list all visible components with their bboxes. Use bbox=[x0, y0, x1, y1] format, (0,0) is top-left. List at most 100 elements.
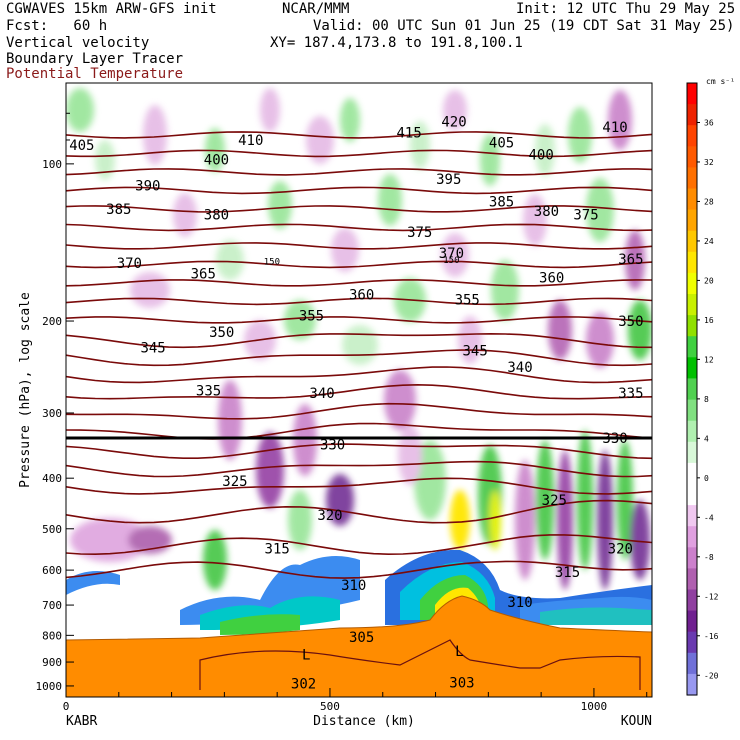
theta-contour-label: 390 bbox=[135, 178, 160, 194]
theta-contour-label: 302 bbox=[291, 677, 316, 693]
theta-contour-label: 360 bbox=[539, 270, 564, 286]
theta-contour-label: 305 bbox=[349, 630, 374, 646]
theta-contour bbox=[66, 349, 652, 367]
theta-contour bbox=[66, 260, 652, 269]
theta-contour-label: 385 bbox=[106, 202, 131, 218]
colorbar-swatch bbox=[687, 589, 697, 612]
theta-contour bbox=[66, 168, 652, 176]
colorbar-swatch bbox=[687, 441, 697, 464]
theta-contour-label: 350 bbox=[618, 314, 643, 330]
theta-contour bbox=[66, 443, 652, 460]
low-center-label: L bbox=[302, 647, 310, 663]
tropopause-label: 150 bbox=[443, 256, 459, 266]
theta-contour-label: 400 bbox=[204, 152, 229, 168]
theta-contour-label: 325 bbox=[222, 474, 247, 490]
x-axis: 0 500 1000 bbox=[63, 688, 648, 713]
theta-contour bbox=[66, 332, 652, 349]
colorbar-swatch bbox=[687, 104, 697, 126]
colorbar-tick-label: -20 bbox=[704, 671, 719, 680]
colorbar-tick-label: 8 bbox=[704, 395, 709, 404]
theta-contour bbox=[66, 477, 652, 495]
theta-contour-label: 340 bbox=[309, 386, 334, 402]
theta-contour bbox=[66, 499, 652, 524]
colorbar-swatch bbox=[687, 357, 697, 379]
theta-contour bbox=[66, 534, 652, 556]
colorbar-swatch bbox=[687, 378, 697, 401]
colorbar-swatch bbox=[687, 526, 697, 548]
theta-contour-label: 345 bbox=[462, 344, 487, 360]
field-potential-temperature: Potential Temperature bbox=[6, 66, 184, 82]
theta-contour-label: 400 bbox=[528, 148, 553, 164]
theta-contour-label: 335 bbox=[618, 386, 643, 402]
y-tick-label: 700 bbox=[42, 599, 62, 612]
theta-contour bbox=[66, 223, 652, 232]
theta-contour-label: 330 bbox=[320, 438, 345, 454]
theta-contour-label: 365 bbox=[618, 252, 643, 268]
colorbar-swatch bbox=[687, 462, 697, 485]
y-tick-label: 900 bbox=[42, 656, 62, 669]
colorbar-swatch bbox=[687, 652, 697, 675]
theta-contour-label: 325 bbox=[542, 493, 567, 509]
theta-contour-label: 310 bbox=[507, 595, 532, 611]
theta-contour bbox=[66, 316, 652, 324]
y-tick-label: 800 bbox=[42, 629, 62, 642]
colorbar-tick-label: 12 bbox=[704, 355, 714, 364]
colorbar-swatch bbox=[687, 568, 697, 591]
theta-contour bbox=[66, 366, 652, 384]
colorbar-swatch bbox=[687, 294, 697, 316]
field-vertical-velocity: Vertical velocity bbox=[6, 35, 150, 51]
theta-contour-label: 365 bbox=[191, 266, 216, 282]
y-tick-label: 1000 bbox=[36, 680, 63, 693]
colorbar-swatch bbox=[687, 272, 697, 295]
y-tick-label: 100 bbox=[42, 158, 62, 171]
theta-contour bbox=[66, 186, 652, 195]
theta-contour-label: 380 bbox=[534, 204, 559, 220]
theta-contour-label: 335 bbox=[196, 384, 221, 400]
theta-contour bbox=[66, 460, 652, 478]
y-tick-label: 200 bbox=[42, 315, 62, 328]
theta-contour-label: 360 bbox=[349, 288, 374, 304]
theta-contour-label: 395 bbox=[436, 172, 461, 188]
org-label: NCAR/MMM bbox=[282, 1, 350, 17]
theta-contour-label: 405 bbox=[489, 135, 514, 151]
y-tick-label: 600 bbox=[42, 564, 62, 577]
colorbar-swatch bbox=[687, 230, 697, 253]
colorbar-tick-label: 28 bbox=[704, 197, 714, 206]
theta-contour-label: 350 bbox=[209, 325, 234, 341]
theta-contour-label: 340 bbox=[507, 360, 532, 376]
theta-contour bbox=[66, 383, 652, 400]
valid-time: Valid: 00 UTC Sun 01 Jun 25 (19 CDT Sat … bbox=[313, 18, 735, 34]
colorbar-swatch bbox=[687, 399, 697, 422]
colorbar-tick-label: -16 bbox=[704, 632, 719, 641]
field-boundary-layer-tracer: Boundary Layer Tracer bbox=[6, 51, 184, 67]
colorbar-tick-label: 24 bbox=[704, 237, 714, 246]
theta-contour bbox=[66, 131, 652, 139]
theta-contour bbox=[66, 297, 652, 306]
y-tick-label: 500 bbox=[42, 523, 62, 536]
theta-contour-label: 420 bbox=[441, 115, 466, 131]
colorbar-swatch bbox=[687, 505, 697, 527]
theta-contour-label: 320 bbox=[317, 508, 342, 524]
y-axis: 100 200 300 400 500 600 700 800 900 1000 bbox=[36, 82, 74, 693]
theta-contour-label: 355 bbox=[455, 293, 480, 309]
init-time: Init: 12 UTC Thu 29 May 25 bbox=[516, 1, 736, 17]
colorbar-swatch bbox=[687, 547, 697, 569]
colorbar-tick-label: -12 bbox=[704, 592, 719, 601]
colorbar-unit: cm s⁻¹ bbox=[706, 77, 735, 86]
theta-contour-label: 415 bbox=[397, 125, 422, 141]
terrain bbox=[66, 596, 652, 697]
right-station-label: KOUN bbox=[621, 714, 652, 729]
theta-contour bbox=[66, 560, 652, 579]
theta-contour bbox=[66, 149, 652, 158]
theta-contour-label: 375 bbox=[407, 225, 432, 241]
colorbar-swatch bbox=[687, 673, 697, 696]
cross-section-endpoints: XY= 187.4,173.8 to 191.8,100.1 bbox=[270, 35, 523, 51]
theta-contour-label: 345 bbox=[140, 341, 165, 357]
theta-contour-label: 410 bbox=[238, 133, 263, 149]
theta-contour bbox=[66, 205, 652, 213]
colorbar-swatch bbox=[687, 420, 697, 443]
plot-frame bbox=[65, 82, 653, 698]
tropopause-label: 150 bbox=[264, 257, 280, 267]
colorbar-swatch bbox=[687, 146, 697, 168]
